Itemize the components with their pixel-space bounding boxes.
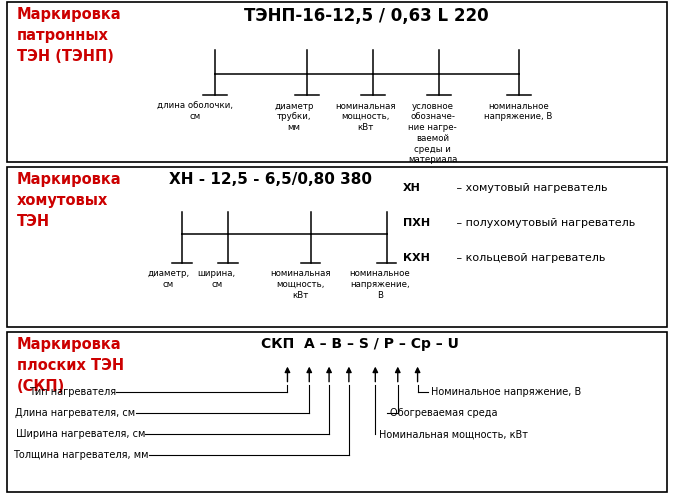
Text: ПХН: ПХН [403, 218, 430, 228]
Text: Тип нагревателя: Тип нагревателя [28, 387, 116, 398]
Text: КХН: КХН [403, 253, 430, 263]
Text: номинальная
мощность,
кВт: номинальная мощность, кВт [335, 101, 396, 132]
Text: СКП  А – В – S / Р – Ср – U: СКП А – В – S / Р – Ср – U [262, 336, 459, 351]
Text: номинальное
напряжение,
В: номинальное напряжение, В [350, 269, 410, 300]
Text: Ширина нагревателя, см: Ширина нагревателя, см [16, 429, 146, 439]
Text: Длина нагревателя, см: Длина нагревателя, см [16, 408, 135, 418]
Text: диаметр,
см: диаметр, см [148, 269, 189, 289]
Text: Толщина нагревателя, мм: Толщина нагревателя, мм [13, 450, 149, 460]
Text: длина оболочки,
см: длина оболочки, см [157, 101, 233, 121]
Text: номинальная
мощность,
кВт: номинальная мощность, кВт [270, 269, 331, 300]
Text: ХН - 12,5 - 6,5/0,80 380: ХН - 12,5 - 6,5/0,80 380 [169, 172, 373, 187]
Text: – полухомутовый нагреватель: – полухомутовый нагреватель [453, 218, 635, 228]
Text: ТЭНП-16-12,5 / 0,63 L 220: ТЭНП-16-12,5 / 0,63 L 220 [245, 7, 489, 25]
Text: ширина,
см: ширина, см [197, 269, 236, 289]
Text: условное
обозначе-
ние нагре-
ваемой
среды и
материала: условное обозначе- ние нагре- ваемой сре… [408, 101, 458, 164]
Text: Маркировка
плоских ТЭН
(СКП): Маркировка плоских ТЭН (СКП) [17, 336, 124, 394]
Text: Обогреваемая среда: Обогреваемая среда [390, 408, 497, 418]
Text: ХН: ХН [403, 183, 421, 193]
Text: Маркировка
патронных
ТЭН (ТЭНП): Маркировка патронных ТЭН (ТЭНП) [17, 7, 121, 64]
Text: Номинальная мощность, кВт: Номинальная мощность, кВт [379, 429, 528, 439]
Text: Номинальное напряжение, В: Номинальное напряжение, В [431, 387, 582, 398]
Text: номинальное
напряжение, В: номинальное напряжение, В [485, 101, 553, 121]
Text: Маркировка
хомутовых
ТЭН: Маркировка хомутовых ТЭН [17, 172, 121, 229]
Text: – хомутовый нагреватель: – хомутовый нагреватель [453, 183, 607, 193]
Text: диаметр
трубки,
мм: диаметр трубки, мм [274, 101, 314, 132]
Text: – кольцевой нагреватель: – кольцевой нагреватель [453, 253, 605, 263]
